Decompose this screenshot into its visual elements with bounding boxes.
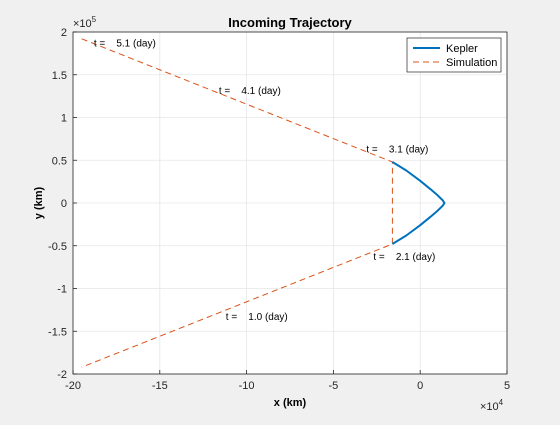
- legend: Kepler Simulation: [406, 37, 502, 73]
- svg-text:×104: ×104: [480, 398, 504, 413]
- x-tick-label: 5: [504, 380, 510, 392]
- legend-kepler-label: Kepler: [446, 43, 478, 55]
- x-tick-label: -10: [239, 380, 255, 392]
- x-tick-label: 0: [417, 380, 423, 392]
- time-annotation: t = 1.0 (day): [226, 312, 288, 323]
- y-tick-label: -1.5: [48, 326, 67, 338]
- time-annotation: t = 5.1 (day): [94, 38, 156, 49]
- x-tick-label: -5: [329, 380, 339, 392]
- y-tick-label: -1: [57, 284, 67, 296]
- x-tick-label: -20: [65, 380, 81, 392]
- y-tick-label: 2: [61, 27, 67, 39]
- series-line-kepler: [391, 161, 446, 245]
- series-layer: [81, 38, 446, 368]
- time-annotation: t = 2.1 (day): [373, 252, 435, 263]
- chart-title: Incoming Trajectory: [228, 15, 352, 30]
- time-annotation: t = 3.1 (day): [366, 144, 428, 155]
- y-tick-label: -2: [57, 369, 67, 381]
- y-axis-label: y (km): [33, 186, 45, 219]
- y-tick-label: 1.5: [52, 70, 67, 82]
- svg-text:×105: ×105: [73, 15, 97, 30]
- axis-ticks: -20 -15 -10 -5 0 5 -2 -1.5 -1 -0.5 0 0.5 1 1.5 2: [48, 27, 510, 392]
- series-line-simulation: [81, 38, 393, 368]
- y-tick-label: 0: [61, 198, 67, 210]
- y-tick-label: -0.5: [48, 241, 67, 253]
- annotations: t = 5.1 (day) t = 4.1 (day) t = 3.1 (day) t…: [94, 38, 435, 323]
- x-exponent-label: ×104: [480, 398, 504, 413]
- time-annotation: t = 4.1 (day): [219, 86, 281, 97]
- y-tick-label: 1: [61, 113, 67, 125]
- x-axis-label: x (km): [274, 397, 307, 409]
- legend-simulation-label: Simulation: [446, 57, 497, 69]
- y-tick-label: 0.5: [52, 155, 67, 167]
- x-tick-label: -15: [152, 380, 168, 392]
- y-exponent-label: ×105: [73, 15, 97, 30]
- legend-box: [406, 37, 502, 73]
